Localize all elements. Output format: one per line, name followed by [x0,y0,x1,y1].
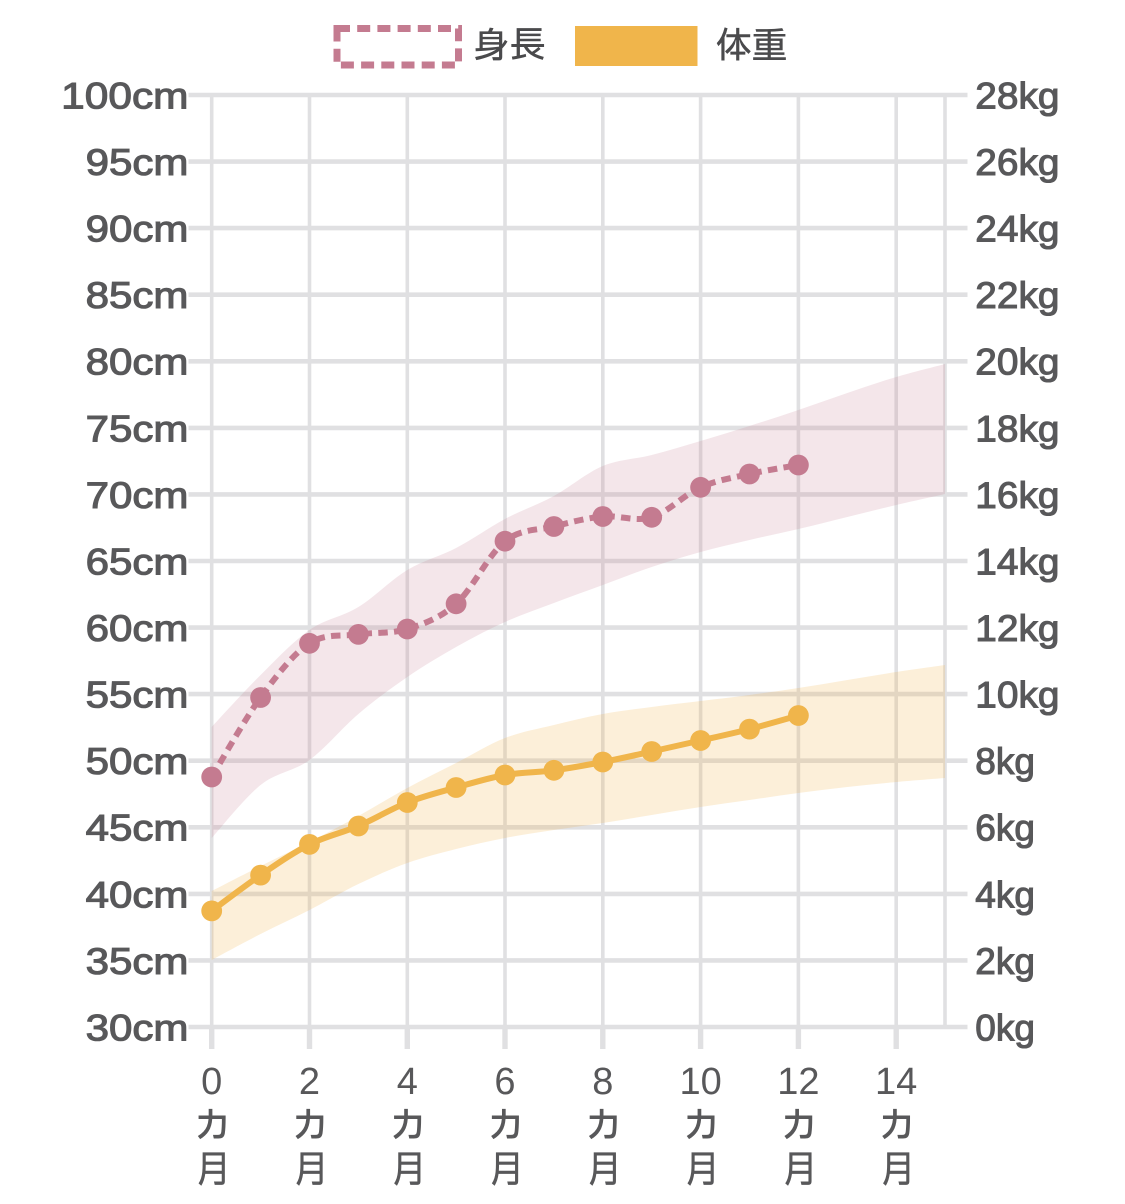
svg-text:45cm: 45cm [86,807,189,849]
svg-text:95cm: 95cm [86,141,189,183]
svg-text:35cm: 35cm [86,940,189,982]
svg-text:70cm: 70cm [86,474,189,516]
svg-text:28kg: 28kg [975,74,1059,116]
svg-text:50cm: 50cm [86,740,189,782]
svg-text:100cm: 100cm [61,74,188,116]
svg-text:12: 12 [777,1061,819,1103]
svg-text:10: 10 [679,1061,721,1103]
svg-text:24kg: 24kg [975,208,1059,250]
svg-text:6kg: 6kg [975,807,1035,849]
svg-text:2: 2 [299,1061,320,1103]
svg-text:75cm: 75cm [86,407,189,449]
svg-text:16kg: 16kg [975,474,1059,516]
svg-text:60cm: 60cm [86,607,189,649]
svg-text:26kg: 26kg [975,141,1059,183]
svg-text:18kg: 18kg [975,407,1059,449]
svg-text:22kg: 22kg [975,274,1059,316]
svg-text:80cm: 80cm [86,341,189,383]
svg-text:0: 0 [201,1061,222,1103]
svg-text:65cm: 65cm [86,540,189,582]
svg-text:6: 6 [494,1061,515,1103]
svg-text:4: 4 [397,1061,418,1103]
svg-text:8: 8 [592,1061,613,1103]
svg-text:4kg: 4kg [975,873,1035,915]
svg-text:10kg: 10kg [975,674,1059,716]
svg-text:30cm: 30cm [86,1006,189,1048]
svg-text:12kg: 12kg [975,607,1059,649]
svg-text:0kg: 0kg [975,1006,1035,1048]
svg-text:14kg: 14kg [975,540,1059,582]
svg-text:8kg: 8kg [975,740,1035,782]
svg-text:40cm: 40cm [86,873,189,915]
svg-text:20kg: 20kg [975,341,1059,383]
svg-text:55cm: 55cm [86,674,189,716]
svg-text:2kg: 2kg [975,940,1035,982]
svg-text:90cm: 90cm [86,208,189,250]
svg-text:14: 14 [875,1061,917,1103]
svg-text:85cm: 85cm [86,274,189,316]
